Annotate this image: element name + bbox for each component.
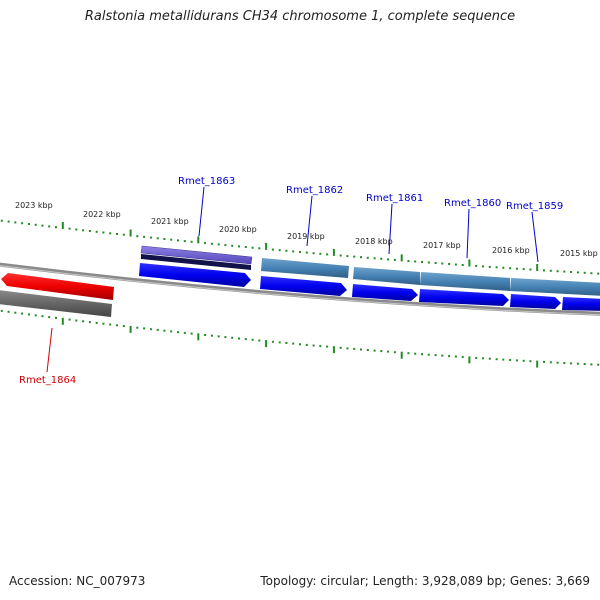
- gene-arrow-rmet-1864[interactable]: [1, 273, 114, 300]
- map-title: Ralstonia metallidurans CH34 chromosome …: [84, 9, 516, 24]
- scale-label: 2020 kbp: [219, 225, 257, 234]
- scale-label: 2017 kbp: [423, 241, 461, 250]
- feature-bar-1861[interactable]: [353, 267, 420, 285]
- gene-label-rmet-1863[interactable]: Rmet_1863: [178, 176, 235, 187]
- gene-label-rmet-1860[interactable]: Rmet_1860: [444, 198, 501, 209]
- gene-track-reverse: [0, 273, 114, 317]
- scale-labels: 2023 kbp 2022 kbp 2021 kbp 2020 kbp 2019…: [15, 201, 598, 258]
- feature-bar-1863[interactable]: [140, 245, 253, 265]
- scale-label: 2016 kbp: [492, 246, 530, 255]
- feature-track-forward: [140, 245, 600, 296]
- feature-bar-1863-dark[interactable]: [141, 254, 251, 270]
- gene-arrow-rmet-1862[interactable]: [260, 276, 347, 296]
- leader-rmet-1859: [531, 211, 539, 263]
- gene-arrow-rmet-1861[interactable]: [352, 284, 418, 301]
- leader-rmet-1863: [198, 186, 205, 237]
- gene-labels: Rmet_1863 Rmet_1862 Rmet_1861 Rmet_1860 …: [19, 176, 563, 386]
- inner-scale-ticks: [0, 309, 600, 368]
- gene-label-rmet-1864[interactable]: Rmet_1864: [19, 375, 76, 386]
- feature-bar-1859[interactable]: [510, 278, 600, 296]
- backbone-highlight: [0, 265, 600, 316]
- scale-label: 2023 kbp: [15, 201, 53, 210]
- gene-label-rmet-1861[interactable]: Rmet_1861: [366, 193, 423, 204]
- gene-arrow-rmet-1858[interactable]: [562, 297, 600, 311]
- scale-label: 2021 kbp: [151, 217, 189, 226]
- scale-label: 2015 kbp: [560, 249, 598, 258]
- backbone-outer: [0, 262, 600, 316]
- label-leaders: [46, 186, 539, 373]
- gene-label-rmet-1862[interactable]: Rmet_1862: [286, 185, 343, 196]
- gene-arrow-rmet-1860[interactable]: [419, 289, 509, 306]
- gene-label-rmet-1859[interactable]: Rmet_1859: [506, 201, 563, 212]
- gene-arrow-rmet-1863[interactable]: [139, 263, 251, 287]
- accession-text: Accession: NC_007973: [9, 574, 146, 588]
- feature-bar-1860[interactable]: [420, 272, 510, 291]
- topology-text: Topology: circular; Length: 3,928,089 bp…: [260, 574, 590, 588]
- feature-bar-1862[interactable]: [261, 258, 349, 278]
- leader-rmet-1864: [46, 327, 53, 373]
- scale-label: 2022 kbp: [83, 210, 121, 219]
- gene-track-forward: [139, 263, 600, 311]
- gene-arrow-rmet-1859[interactable]: [510, 294, 561, 309]
- scale-label: 2018 kbp: [355, 237, 393, 246]
- leader-rmet-1861: [388, 203, 393, 255]
- leader-rmet-1862: [306, 195, 313, 247]
- scale-label: 2019 kbp: [287, 232, 325, 241]
- outer-scale-ticks: [0, 219, 600, 275]
- feature-bar-1864[interactable]: [0, 290, 112, 317]
- leader-rmet-1860: [466, 208, 470, 259]
